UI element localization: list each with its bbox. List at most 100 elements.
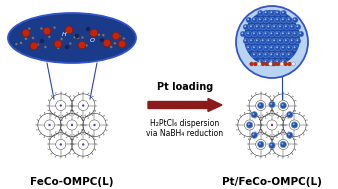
Circle shape [82, 104, 84, 107]
Circle shape [40, 39, 44, 43]
Circle shape [251, 112, 258, 118]
Circle shape [263, 10, 269, 16]
Circle shape [249, 24, 255, 30]
Circle shape [258, 59, 263, 65]
Circle shape [251, 132, 258, 138]
Circle shape [250, 39, 252, 41]
Circle shape [284, 38, 289, 44]
Circle shape [282, 18, 284, 20]
Circle shape [54, 40, 62, 48]
Circle shape [289, 38, 295, 44]
Circle shape [282, 46, 284, 48]
Circle shape [287, 112, 293, 118]
Circle shape [265, 11, 266, 13]
Circle shape [275, 52, 281, 58]
Circle shape [288, 32, 290, 34]
Circle shape [94, 32, 96, 34]
Circle shape [279, 25, 281, 27]
Circle shape [122, 37, 125, 40]
Circle shape [287, 132, 293, 138]
Circle shape [287, 31, 292, 37]
Circle shape [275, 31, 281, 37]
Circle shape [258, 31, 263, 37]
Circle shape [253, 18, 255, 20]
Circle shape [292, 31, 298, 37]
Circle shape [292, 45, 298, 51]
Circle shape [77, 36, 79, 39]
Circle shape [275, 59, 281, 65]
Circle shape [30, 42, 38, 50]
Circle shape [270, 46, 272, 48]
Circle shape [249, 38, 255, 44]
Circle shape [260, 143, 262, 146]
Circle shape [269, 10, 275, 16]
Circle shape [265, 32, 266, 34]
Circle shape [272, 38, 278, 44]
Circle shape [288, 113, 290, 115]
Circle shape [252, 113, 255, 115]
Circle shape [263, 45, 269, 51]
Circle shape [248, 124, 251, 126]
Circle shape [266, 38, 272, 44]
Circle shape [261, 62, 265, 66]
Circle shape [265, 53, 266, 55]
Circle shape [253, 46, 255, 48]
Circle shape [291, 39, 292, 41]
Circle shape [61, 38, 63, 40]
Circle shape [275, 10, 281, 16]
Circle shape [269, 101, 275, 108]
Circle shape [276, 32, 278, 34]
Circle shape [294, 32, 295, 34]
Ellipse shape [8, 13, 136, 63]
Circle shape [258, 17, 263, 23]
Circle shape [296, 25, 298, 27]
Circle shape [282, 53, 284, 55]
Circle shape [246, 122, 253, 128]
Circle shape [270, 32, 272, 34]
Circle shape [57, 47, 59, 49]
Circle shape [259, 46, 261, 48]
Circle shape [255, 38, 260, 44]
Circle shape [118, 40, 126, 48]
Circle shape [112, 32, 120, 40]
Circle shape [285, 39, 287, 41]
Circle shape [284, 24, 289, 30]
Circle shape [269, 142, 275, 149]
Circle shape [273, 25, 275, 27]
Circle shape [262, 39, 264, 41]
Circle shape [287, 17, 292, 23]
Circle shape [259, 60, 261, 62]
Circle shape [282, 32, 284, 34]
Circle shape [276, 60, 278, 62]
Circle shape [252, 52, 258, 58]
Circle shape [269, 45, 275, 51]
Circle shape [252, 45, 258, 51]
Circle shape [270, 18, 272, 20]
Circle shape [270, 103, 272, 105]
Text: via NaBH₄ reduction: via NaBH₄ reduction [146, 129, 223, 138]
Circle shape [253, 53, 255, 55]
Circle shape [66, 29, 68, 31]
Circle shape [259, 32, 261, 34]
Circle shape [253, 32, 255, 34]
Circle shape [275, 17, 281, 23]
Circle shape [278, 24, 284, 30]
Circle shape [258, 52, 263, 58]
Circle shape [299, 32, 301, 34]
Circle shape [69, 42, 72, 45]
Circle shape [281, 52, 287, 58]
Circle shape [244, 25, 246, 27]
Circle shape [288, 62, 292, 66]
Circle shape [28, 27, 31, 30]
Circle shape [282, 11, 284, 13]
Circle shape [276, 11, 278, 13]
Circle shape [71, 124, 73, 126]
Circle shape [298, 31, 304, 37]
Circle shape [269, 62, 273, 66]
Circle shape [263, 59, 269, 65]
Circle shape [266, 24, 272, 30]
Circle shape [81, 36, 84, 39]
Circle shape [37, 43, 39, 46]
Circle shape [265, 60, 266, 62]
Circle shape [265, 18, 266, 20]
